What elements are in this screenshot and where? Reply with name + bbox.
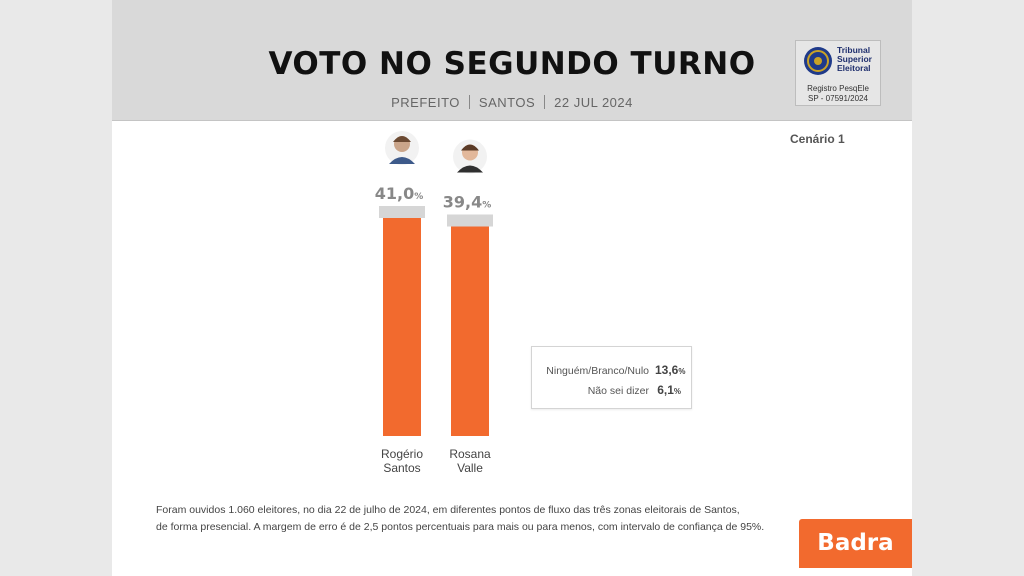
other-response-label: Não sei dizer (587, 385, 649, 397)
bar-cap (447, 214, 493, 227)
tse-org-line: Tribunal (837, 45, 871, 55)
other-response-value: 6,1% (655, 383, 681, 397)
percent-unit: % (673, 387, 681, 396)
value-unit: % (414, 192, 423, 202)
subtitle-divider (468, 95, 470, 109)
bar-cap (379, 206, 425, 218)
candidate-avatar-icon (453, 139, 487, 174)
scenario-label: Cenário 1 (790, 132, 845, 146)
tse-seal-icon (804, 47, 832, 75)
methodology-note: Foram ouvidos 1.060 eleitores, no dia 22… (156, 502, 776, 536)
other-response-value: 13,6% (655, 363, 685, 377)
tse-org-line: Eleitoral (837, 63, 871, 73)
value-label: 39,4% (443, 193, 492, 212)
registry-info: Registro PesqEle SP - 07591/2024 (796, 84, 880, 104)
other-response-number: 6,1 (657, 383, 674, 397)
other-response-label: Ninguém/Branco/Nulo (546, 365, 649, 377)
subtitle-date: 22 JUL 2024 (554, 95, 633, 110)
header-band: VOTO NO SEGUNDO TURNO PREFEITO SANTOS 22 J… (112, 0, 912, 121)
registry-label: Registro PesqEle (807, 84, 869, 93)
category-label: Santos (383, 461, 420, 475)
other-response-row: Não sei dizer 6,1% (588, 383, 681, 397)
subtitle-office: PREFEITO (391, 95, 460, 110)
subtitle-divider (544, 95, 546, 109)
badra-logo: Badra (799, 519, 912, 568)
candidate-avatar-icon (385, 131, 419, 165)
category-label: Rosana (449, 447, 491, 461)
other-response-number: 13,6 (655, 363, 679, 377)
tse-org-name: Tribunal Superior Eleitoral (837, 46, 872, 73)
subtitle-city: SANTOS (478, 95, 536, 110)
value-unit: % (482, 201, 491, 211)
registry-id: SP - 07591/2024 (808, 94, 868, 103)
category-label: Rogério (381, 447, 423, 461)
methodology-line: de forma presencial. A margem de erro é … (156, 521, 765, 533)
percent-unit: % (678, 367, 686, 376)
methodology-line: Foram ouvidos 1.060 eleitores, no dia 22… (156, 504, 740, 516)
other-responses-box: Ninguém/Branco/Nulo 13,6% Não sei dizer 6,… (531, 346, 692, 409)
subtitle: PREFEITO SANTOS 22 JUL 2024 (112, 95, 912, 110)
poll-panel: VOTO NO SEGUNDO TURNO PREFEITO SANTOS 22 J… (112, 0, 912, 576)
tse-registration-badge: Tribunal Superior Eleitoral Registro Pes… (795, 40, 881, 106)
other-response-row: Ninguém/Branco/Nulo 13,6% (546, 363, 685, 377)
bar (451, 226, 489, 436)
category-label: Valle (457, 461, 483, 475)
bar (383, 218, 421, 436)
value-label: 41,0% (375, 184, 424, 203)
page-title: VOTO NO SEGUNDO TURNO (268, 46, 756, 82)
tse-org-line: Superior (837, 54, 872, 64)
